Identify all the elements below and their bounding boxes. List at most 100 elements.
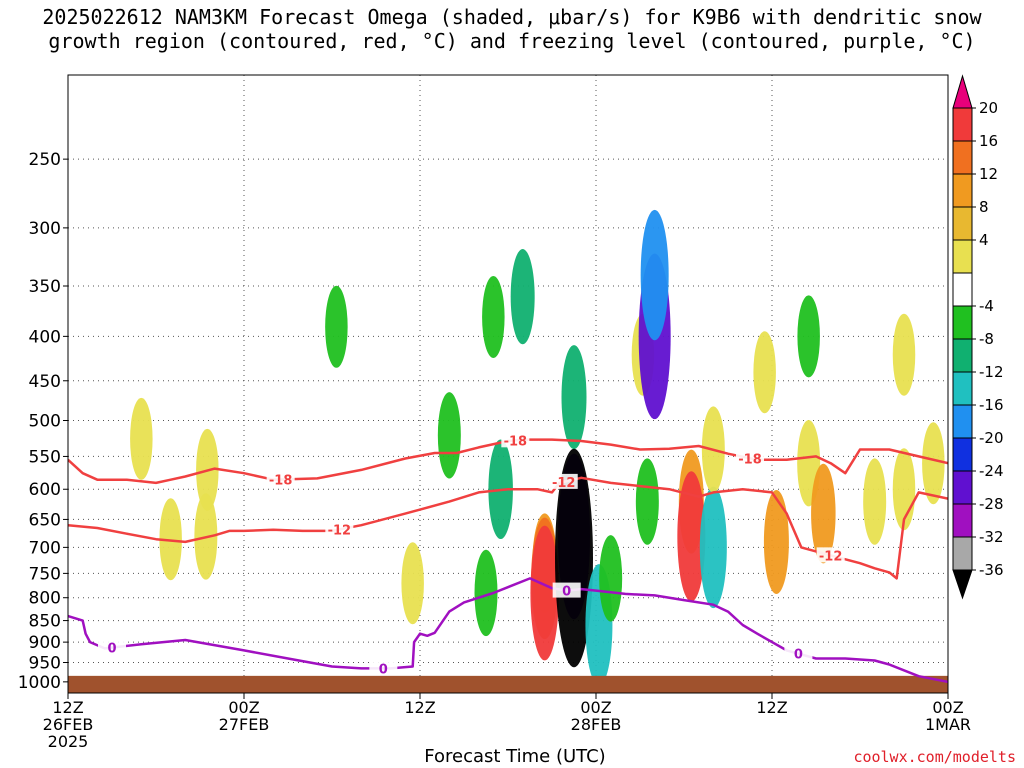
omega-cell [811,463,836,564]
omega-cell [753,331,776,414]
y-tick-label: 700 [29,538,61,558]
colorbar-label: -4 [979,297,994,315]
contour-label-bg [325,521,354,537]
colorbar-segment [952,536,973,571]
x-tick-label: 12Z [404,698,435,717]
y-tick-label: 800 [29,589,61,609]
colorbar-segment [952,272,973,307]
contour-label-bg [549,473,578,489]
colorbar-segment [952,173,973,208]
contour-label: -18 [738,452,762,467]
x-tick-label: 00Z [580,698,611,717]
y-tick-label: 500 [29,411,61,431]
colorbar-label: 16 [979,132,998,150]
y-tick-label: 850 [29,612,61,632]
colorbar-segment [952,206,973,241]
omega-cell [677,471,706,602]
omega-cell [763,489,789,594]
colorbar-label: 20 [979,99,998,117]
omega-cell [482,276,505,359]
omega-cell [640,209,669,341]
omega-cell [635,458,659,545]
y-tick-label: 750 [29,564,61,584]
x-tick-label: 28FEB [571,715,622,734]
colorbar: 20 16 12 8 4 -4 -8 -12 -16 -20 -24 -28 -32 -36 [952,74,1004,600]
omega-cell [130,397,153,480]
omega-cell [555,448,593,668]
omega-cell [474,549,498,637]
omega-shading [130,209,945,686]
colorbar-label: -16 [979,396,1004,414]
contour-label: 0 [107,642,116,657]
x-tick-label: 27FEB [219,715,270,734]
y-tick-label: 950 [29,654,61,674]
contour-label-bg [501,432,530,448]
x-tick-label: 00Z [228,698,259,717]
x-tick-label: 00Z [932,698,963,717]
omega-cell [437,392,461,479]
x-tick-label: 26FEB [43,715,94,734]
contour-label-bg [98,639,126,655]
colorbar-segment [952,404,973,439]
contour-label-bg [784,645,813,661]
omega-cell [599,535,623,622]
contour-label: -18 [504,434,528,449]
colorbar-top-arrow [952,74,973,109]
colorbar-label: 4 [979,231,989,249]
contour-line-0 [68,577,948,684]
contour-label: -18 [269,473,293,488]
colorbar-segment [952,338,973,373]
omega-cell [159,498,182,581]
colorbar-label: -8 [979,330,994,348]
omega-cell [401,542,424,625]
contour-lines: -18 -18 -18 -12 -12 -12 0 0 0 0 [68,432,948,684]
contour-label: -12 [328,523,352,538]
x-tick-label: 1MAR [925,715,971,734]
colorbar-segment [952,371,973,406]
contour-label: -12 [552,476,576,491]
y-tick-label: 550 [29,447,61,467]
contour-label: 0 [794,648,803,663]
omega-cell [325,285,348,368]
y-tick-label: 600 [29,480,61,500]
credit-text[interactable]: coolwx.com/modelts [853,748,1016,766]
colorbar-segment [952,239,973,274]
omega-cell [530,525,559,661]
colorbar-label: 8 [979,198,989,216]
colorbar-label: -12 [979,363,1004,381]
contour-label-bg [266,471,295,487]
contour-label-bg [552,582,581,598]
omega-cell [510,249,535,345]
plot-frame [67,74,949,694]
x-tick-label: 12Z [52,698,83,717]
grid-group [67,75,949,693]
contour-label: 0 [379,662,388,677]
colorbar-segment [952,437,973,472]
colorbar-segment [952,107,973,142]
contour-label: -12 [819,549,843,564]
omega-cell [797,295,820,378]
colorbar-segment [952,503,973,538]
contour-label: 0 [562,585,571,600]
colorbar-segment [952,140,973,175]
colorbar-label: -36 [979,561,1004,579]
colorbar-label: -28 [979,495,1004,513]
colorbar-label: 12 [979,165,998,183]
omega-cell [863,458,887,545]
omega-cell [892,313,916,396]
surface-terrain [68,675,948,693]
omega-cell [922,422,945,505]
colorbar-label: -32 [979,528,1004,546]
y-tick-label: 900 [29,633,61,653]
y-tick-label: 450 [29,372,61,392]
y-tick-label: 650 [29,510,61,530]
chart-title-line-2: growth region (contoured, red, °C) and f… [48,29,976,53]
x-tick-label: 2025 [48,732,89,751]
y-tick-label: 300 [29,219,61,239]
contour-label-bg [736,450,764,466]
omega-cell [561,345,587,450]
colorbar-bottom-arrow [952,569,973,600]
y-tick-label: 250 [29,150,61,170]
colorbar-segment [952,305,973,340]
contour-label-bg [816,547,845,563]
